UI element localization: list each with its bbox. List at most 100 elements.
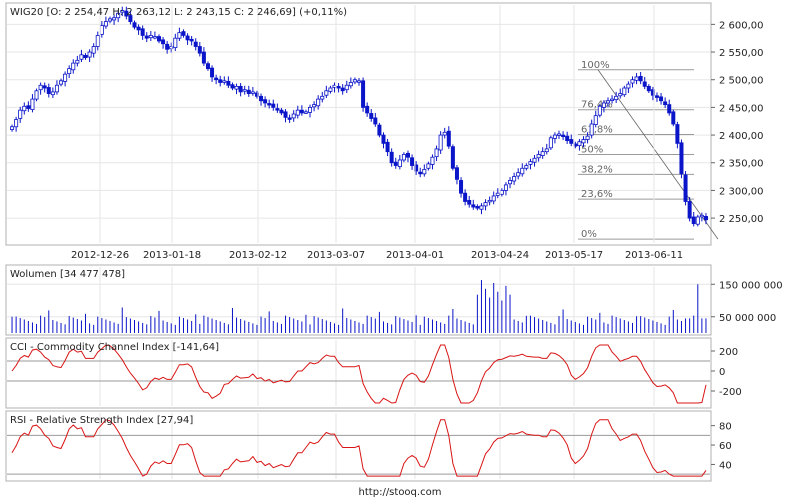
candle-body xyxy=(340,87,345,92)
candle-body xyxy=(140,28,145,36)
candle-body xyxy=(646,85,651,92)
candle-body xyxy=(610,98,615,101)
candle-body xyxy=(193,41,198,47)
candle-body xyxy=(308,106,313,113)
candle-body xyxy=(459,180,464,194)
candle-body xyxy=(42,85,47,89)
candle-body xyxy=(91,46,96,54)
price-y-tick-label: 2 600,00 xyxy=(719,20,764,31)
candle-body xyxy=(585,135,590,140)
candle-body xyxy=(10,126,15,130)
candle-body xyxy=(365,105,370,114)
candle-body xyxy=(250,91,255,94)
price-y-tick-label: 2 550,00 xyxy=(719,48,764,59)
candle-body xyxy=(569,139,574,144)
candle-body xyxy=(71,62,76,71)
candle-body xyxy=(336,85,341,89)
candle-body xyxy=(536,154,541,159)
candle-body xyxy=(565,135,570,142)
candle-body xyxy=(173,37,178,49)
candle-body xyxy=(540,151,545,156)
price-y-axis: 2 250,00 2 300,00 2 350,00 2 400,00 2 450,00… xyxy=(711,20,764,225)
candle-body xyxy=(46,87,51,94)
candle-body xyxy=(410,157,415,166)
candle-body xyxy=(495,192,500,196)
candle-body xyxy=(581,139,586,144)
candle-body xyxy=(499,190,504,195)
candle-body xyxy=(597,105,602,116)
rsi-line: 80 60 40 xyxy=(7,419,732,477)
candle-body xyxy=(95,35,100,47)
date-tick-label: 2013-04-01 xyxy=(386,250,444,261)
indicator-line xyxy=(11,419,707,477)
candle-body xyxy=(454,167,459,180)
candle-body xyxy=(663,101,668,106)
candle-body xyxy=(548,137,553,149)
candle-body xyxy=(508,180,513,185)
candle-body xyxy=(577,141,582,146)
candle-body xyxy=(30,98,35,111)
candle-body xyxy=(324,90,329,96)
candle-body xyxy=(503,184,508,191)
candle-body xyxy=(373,117,378,125)
candle-body xyxy=(532,157,537,163)
candle-body xyxy=(683,174,688,202)
candle-body xyxy=(26,105,31,109)
candle-body xyxy=(152,36,157,39)
candle-body xyxy=(128,15,133,23)
candle-body xyxy=(405,152,410,158)
candle-body xyxy=(561,134,566,137)
candle-body xyxy=(557,133,562,136)
candle-body xyxy=(99,25,104,35)
indicator-line xyxy=(11,344,707,404)
candle-body xyxy=(112,17,117,21)
candle-body xyxy=(63,73,68,82)
candle-body xyxy=(103,21,108,27)
candle-body xyxy=(422,168,427,175)
date-tick-label: 2013-06-11 xyxy=(625,250,683,261)
price-y-tick-label: 2 250,00 xyxy=(719,214,764,225)
candle-body xyxy=(271,103,276,108)
date-tick-label: 2013-02-12 xyxy=(229,250,287,261)
candle-body xyxy=(520,167,525,175)
candle-body xyxy=(67,68,72,75)
candle-body xyxy=(59,80,64,85)
candle-body xyxy=(434,148,439,158)
candle-body xyxy=(50,91,55,96)
candle-body xyxy=(83,54,88,58)
candle-body xyxy=(638,76,643,82)
candle-body xyxy=(283,111,288,118)
candle-body xyxy=(299,109,304,114)
date-tick-label: 2013-05-17 xyxy=(545,250,603,261)
indicator-y-tick-label: 60 xyxy=(719,441,732,452)
candle-body xyxy=(344,84,349,91)
rsi-panel-title: RSI - Relative Strength Index [27,94] xyxy=(10,415,193,426)
candle-body xyxy=(552,134,557,139)
candle-body xyxy=(230,84,235,89)
candle-body xyxy=(242,89,247,92)
candle-body xyxy=(185,35,190,41)
candle-body xyxy=(687,201,692,219)
candle-body xyxy=(393,161,398,166)
candle-body xyxy=(108,18,113,22)
candle-body xyxy=(418,171,423,175)
candle-body xyxy=(291,113,296,119)
candle-body xyxy=(487,199,492,203)
candle-body xyxy=(544,148,549,153)
candle-body xyxy=(120,10,125,13)
candle-body xyxy=(528,161,533,165)
candle-body xyxy=(328,87,333,92)
candle-body xyxy=(156,36,161,42)
indicator-y-tick-label: -200 xyxy=(719,387,742,398)
candle-body xyxy=(136,26,141,31)
candle-body xyxy=(22,105,27,112)
candle-body xyxy=(614,95,619,101)
price-panel-title: WIG20 [O: 2 254,47 H: 2 263,12 L: 2 243,… xyxy=(10,7,347,18)
candle-body xyxy=(479,205,484,210)
candle-body xyxy=(605,100,610,104)
candle-body xyxy=(352,79,357,83)
price-y-tick-label: 2 500,00 xyxy=(719,76,764,87)
price-y-tick-label: 2 300,00 xyxy=(719,186,764,197)
candle-body xyxy=(634,76,639,81)
date-tick-label: 2013-01-18 xyxy=(143,250,201,261)
